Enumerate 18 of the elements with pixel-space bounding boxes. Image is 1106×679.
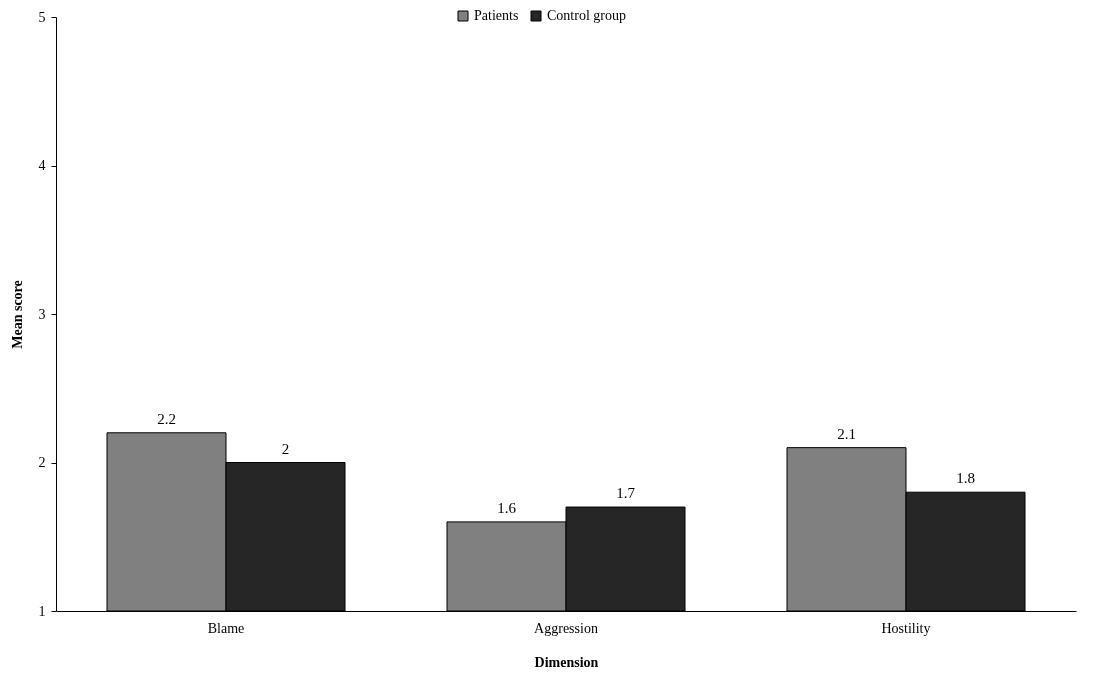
data-label: 2.2 [157,410,176,427]
y-tick-label: 2 [38,455,46,470]
y-tick-label: 5 [38,9,46,25]
legend-label: Patients [474,8,519,23]
x-tick-label: Aggression [534,620,598,636]
data-label: 1.8 [956,470,975,487]
data-label: 2.1 [837,425,856,442]
data-label: 2 [281,440,290,457]
data-label: 1.7 [616,485,636,502]
data-label: 1.6 [497,499,517,516]
y-axis-title: Mean score [9,280,25,349]
y-tick-label: 3 [38,306,46,322]
legend-label: Control group [547,8,626,23]
y-tick-label: 1 [38,603,46,619]
x-axis-title: Dimension [534,654,599,670]
x-tick-label: Blame [207,620,245,636]
x-tick-label: Hostility [881,620,931,636]
y-tick-label: 4 [38,158,46,173]
